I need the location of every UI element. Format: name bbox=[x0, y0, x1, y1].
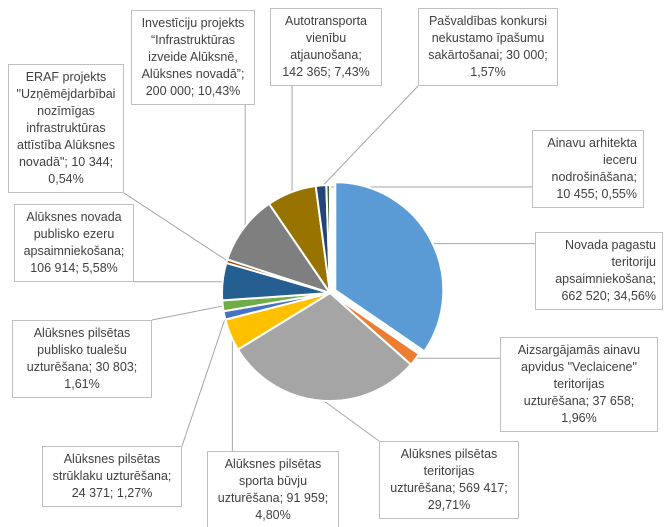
slice-name: teritorijas bbox=[553, 377, 605, 391]
pie-slice bbox=[334, 181, 445, 353]
slice-value: 142 365; 7,43% bbox=[282, 65, 370, 79]
callout-label: Aizsargājamās ainavu apvidus "Veclaicene… bbox=[500, 337, 658, 432]
callout-label: Alūksnes pilsētas teritorijas uzturēšana… bbox=[379, 441, 519, 519]
slice-name: uzturēšana; 30 803; bbox=[26, 360, 138, 374]
slice-name: apsaimniekošana; bbox=[23, 244, 125, 258]
leader-line bbox=[123, 192, 229, 263]
slice-name: ERAF projekts bbox=[25, 70, 107, 84]
slice-name: publisko tualešu bbox=[37, 343, 127, 357]
slice-name: "Uzņēmējdarbībai bbox=[16, 87, 116, 101]
callout-label: Investīciju projekts “Infrastruktūras iz… bbox=[131, 10, 255, 105]
slice-name: Pašvaldības konkursi bbox=[428, 14, 548, 28]
slice-name: Alūksnes novadā”; bbox=[141, 67, 245, 81]
pie-slices bbox=[221, 181, 445, 402]
slice-name: Alūksnes pilsētas bbox=[63, 452, 161, 466]
slice-name: attīstība Alūksnes bbox=[17, 138, 115, 152]
slice-name: apsaimniekošana; bbox=[555, 272, 656, 286]
slice-name: infrastruktūras bbox=[26, 121, 106, 135]
slice-name: uzturēšana; 91 959; bbox=[217, 491, 329, 505]
callout-label: Novada pagastu teritoriju apsaimniekošan… bbox=[535, 232, 663, 310]
pie-slice bbox=[226, 202, 333, 295]
slice-name: “Infrastruktūras bbox=[150, 33, 236, 47]
slice-value: 29,71% bbox=[427, 498, 471, 512]
slice-value: 106 914; 5,58% bbox=[30, 261, 118, 275]
slice-name: Ainavu arhitekta bbox=[547, 136, 637, 150]
slice-name: sakārtošanai; 30 000; bbox=[428, 48, 548, 62]
slice-name: vienību bbox=[305, 31, 347, 45]
slice-name: publisko ezeru bbox=[33, 227, 115, 241]
slice-name: nekustamo īpašumu bbox=[431, 31, 545, 45]
slice-value: 1,57% bbox=[470, 65, 506, 79]
slice-name: ieceru bbox=[602, 153, 637, 167]
slice-name: izveide Alūksnē, bbox=[148, 50, 238, 64]
slice-name: uzturēšana; 569 417; bbox=[390, 481, 508, 495]
pie-slice bbox=[325, 183, 331, 294]
slice-name: novadā"; 10 344; bbox=[18, 155, 114, 169]
slice-value: 1,61% bbox=[64, 377, 100, 391]
slice-name: Novada pagastu bbox=[564, 238, 656, 252]
slice-name: uzturēšana; 37 658; bbox=[523, 394, 635, 408]
callout-label: Pašvaldības konkursi nekustamo īpašumu s… bbox=[418, 8, 558, 86]
slice-name: atjaunošana; bbox=[290, 48, 362, 62]
slice-name: Investīciju projekts bbox=[141, 16, 245, 30]
slice-name: Aizsargājamās ainavu bbox=[517, 343, 641, 357]
callout-label: ERAF projekts "Uzņēmējdarbībai nozīmīgas… bbox=[8, 64, 124, 193]
slice-name: teritorijas bbox=[423, 464, 475, 478]
callout-label: Alūksnes novada publisko ezeru apsaimnie… bbox=[14, 204, 134, 282]
slice-name: Alūksnes novada bbox=[26, 210, 122, 224]
slice-value: 24 371; 1,27% bbox=[71, 486, 153, 500]
slice-name: strūklaku uzturēšana; bbox=[52, 469, 172, 483]
slice-value: 200 000; 10,43% bbox=[145, 84, 241, 98]
slice-name: Alūksnes pilsētas bbox=[224, 457, 322, 471]
callout-label: Alūksnes pilsētas publisko tualešu uztur… bbox=[12, 320, 152, 398]
slice-value: 4,80% bbox=[255, 508, 291, 522]
leader-line bbox=[181, 314, 227, 447]
leader-line bbox=[320, 85, 419, 188]
slice-value: 1,96% bbox=[561, 411, 597, 425]
slice-name: Alūksnes pilsētas bbox=[400, 447, 498, 461]
slice-value: 662 520; 34,56% bbox=[561, 289, 656, 303]
leader-line bbox=[320, 398, 380, 442]
slice-name: nodrošināšana; bbox=[551, 170, 637, 184]
slice-name: sporta būvju bbox=[238, 474, 308, 488]
callout-label: Ainavu arhitekta ieceru nodrošināšana; 1… bbox=[532, 130, 644, 208]
slice-name: apvidus "Veclaicene" bbox=[521, 360, 637, 374]
callout-label: Alūksnes pilsētas strūklaku uzturēšana; … bbox=[42, 446, 182, 507]
slice-name: Alūksnes pilsētas bbox=[33, 326, 131, 340]
leader-line bbox=[151, 305, 225, 321]
callout-label: Autotransporta vienību atjaunošana; 142 … bbox=[270, 8, 382, 86]
slice-name: teritoriju bbox=[611, 255, 656, 269]
callout-label: Alūksnes pilsētas sporta būvju uzturēšan… bbox=[207, 451, 339, 527]
slice-name: nozīmīgas bbox=[37, 104, 95, 118]
slice-name: Autotransporta bbox=[285, 14, 367, 28]
pie-slice bbox=[236, 291, 413, 402]
slice-value: 0,54% bbox=[48, 172, 84, 186]
slice-value: 10 455; 0,55% bbox=[556, 187, 637, 201]
